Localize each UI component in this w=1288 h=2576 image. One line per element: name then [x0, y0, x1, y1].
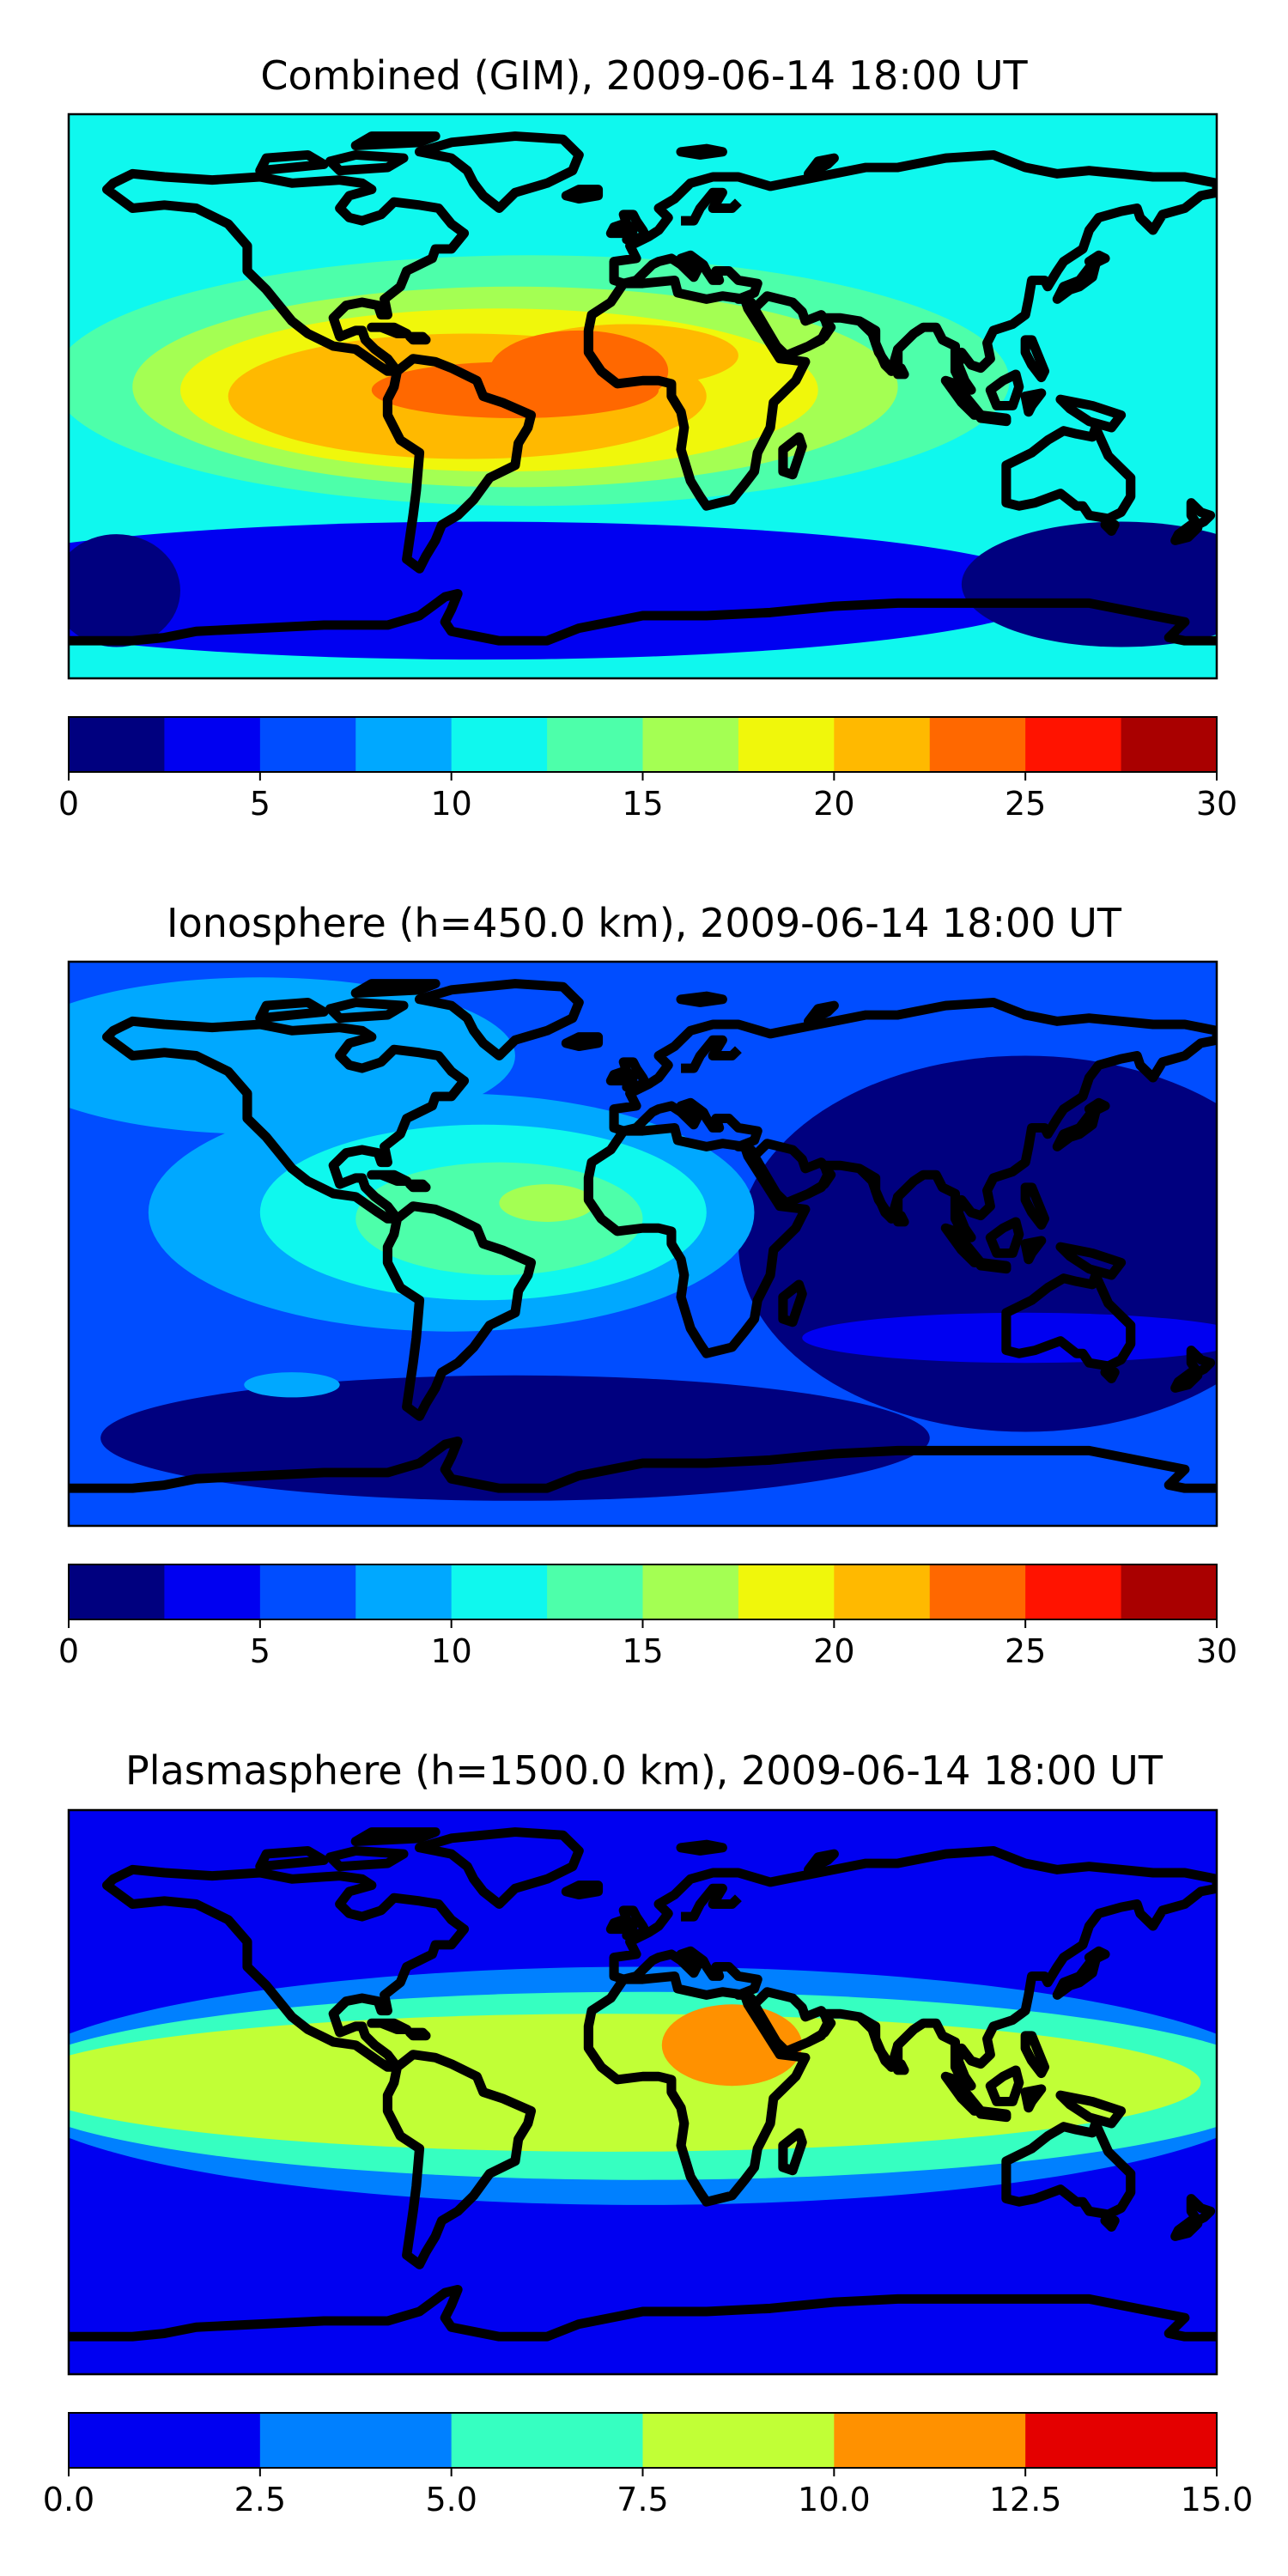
panel-1: Ionosphere (h=450.0 km), 2009-06-14 18:0… [58, 900, 1237, 1670]
map [69, 114, 1217, 678]
colorbar: 0.0 2.5 5.0 7.5 10.0 12.5 15.0 [43, 2412, 1254, 2518]
colorbar-segment [451, 717, 548, 772]
colorbar-segment [547, 1564, 643, 1619]
map-frame [67, 1808, 1218, 2376]
colorbar-segment [642, 2413, 835, 2468]
map [69, 962, 1217, 1526]
colorbar-segment [547, 717, 643, 772]
colorbar-segment [1121, 717, 1218, 772]
colorbar-tick-label: 0 [58, 1632, 79, 1670]
colorbar-segment [164, 717, 261, 772]
colorbar-segment [929, 717, 1026, 772]
contour-region-1 [961, 521, 1217, 647]
colorbar-segment [642, 717, 739, 772]
colorbar-tick-label: 10 [430, 785, 471, 823]
colorbar-tick-label: 25 [1005, 785, 1046, 823]
colorbar-segment [451, 1564, 548, 1619]
colorbar-tick-label: 7.5 [617, 2481, 668, 2518]
colorbar-segment [738, 717, 835, 772]
map-frame [67, 960, 1218, 1528]
colorbar-tick-label: 5 [250, 785, 270, 823]
colorbar-segment [259, 717, 356, 772]
colorbar-segment [451, 2413, 643, 2468]
colorbar-tick-label: 30 [1196, 1632, 1237, 1670]
colorbar-segment [355, 1564, 453, 1619]
colorbar: 0 5 10 15 20 25 30 [58, 716, 1237, 823]
colorbar-tick-label: 5 [250, 1632, 270, 1670]
colorbar-segment [929, 1564, 1026, 1619]
panel-title: Combined (GIM), 2009-06-14 18:00 UT [260, 52, 1028, 99]
map-frame [67, 112, 1218, 680]
panel-0: Combined (GIM), 2009-06-14 18:00 UT 0 5 10 1… [58, 52, 1237, 823]
colorbar-tick-label: 10 [430, 1632, 471, 1670]
colorbar-segment [69, 1564, 165, 1619]
colorbar-segment [1025, 1564, 1122, 1619]
colorbar-tick-label: 15 [622, 785, 663, 823]
colorbar-segment [69, 717, 165, 772]
colorbar-segment [164, 1564, 261, 1619]
colorbar-segment [1121, 1564, 1218, 1619]
colorbar: 0 5 10 15 20 25 30 [58, 1564, 1237, 1670]
colorbar-segment [738, 1564, 835, 1619]
colorbar-segment [834, 2413, 1026, 2468]
panel-title: Plasmasphere (h=1500.0 km), 2009-06-14 1… [125, 1747, 1163, 1794]
colorbar-segment [642, 1564, 739, 1619]
colorbar-tick-label: 0 [58, 785, 79, 823]
panel-title: Ionosphere (h=450.0 km), 2009-06-14 18:0… [167, 900, 1122, 946]
contour-region-8 [244, 1372, 340, 1398]
contour-region-7 [499, 1184, 595, 1222]
colorbar-segment [69, 2413, 261, 2468]
contour-region-9 [489, 330, 669, 412]
colorbar-segment [834, 717, 931, 772]
colorbar-tick-label: 10.0 [798, 2481, 871, 2518]
colorbar-segment [1025, 717, 1122, 772]
colorbar-tick-label: 20 [813, 1632, 854, 1670]
colorbar-segment [259, 2413, 453, 2468]
colorbar-tick-label: 2.5 [234, 2481, 286, 2518]
colorbar-tick-label: 5.0 [425, 2481, 477, 2518]
colorbar-tick-label: 0.0 [43, 2481, 94, 2518]
colorbar-segment [355, 717, 453, 772]
colorbar-tick-label: 15.0 [1181, 2481, 1254, 2518]
colorbar-segment [259, 1564, 356, 1619]
panel-2: Plasmasphere (h=1500.0 km), 2009-06-14 1… [43, 1747, 1254, 2518]
contour-region-2 [69, 534, 180, 647]
colorbar-tick-label: 30 [1196, 785, 1237, 823]
colorbar-tick-label: 15 [622, 1632, 663, 1670]
colorbar-tick-label: 12.5 [989, 2481, 1062, 2518]
colorbar-segment [1025, 2413, 1218, 2468]
colorbar-tick-label: 25 [1005, 1632, 1046, 1670]
colorbar-segment [834, 1564, 931, 1619]
map [69, 1810, 1217, 2374]
colorbar-tick-label: 20 [813, 785, 854, 823]
